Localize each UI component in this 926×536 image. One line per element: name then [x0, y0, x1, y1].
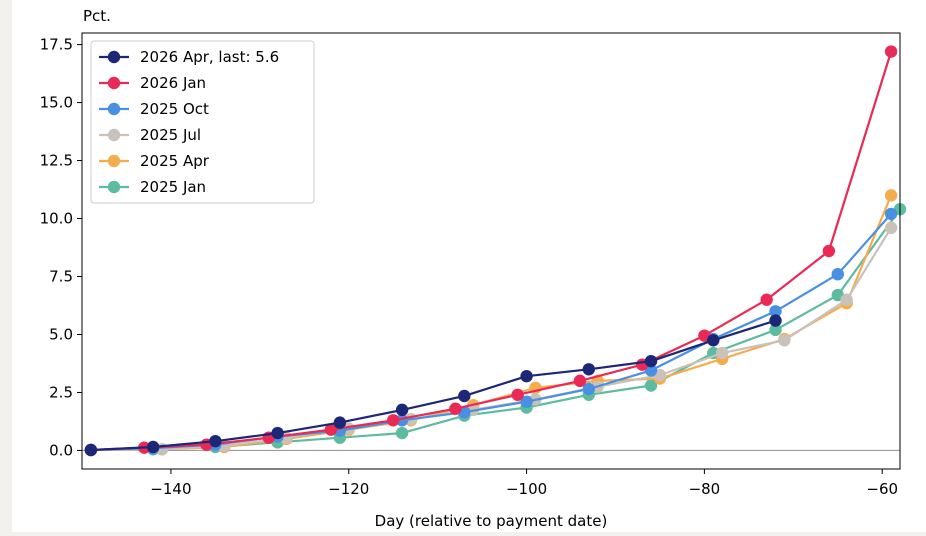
y-tick-label: 10.0 [40, 210, 73, 228]
y-tick-label: 7.5 [49, 268, 73, 286]
y-tick-label: 15.0 [40, 94, 73, 112]
data-point [449, 402, 462, 415]
legend-item-2025-apr: 2025 Apr [99, 152, 210, 170]
legend-item-2026-jan: 2026 Jan [99, 74, 206, 92]
y-tick-label: 0.0 [49, 441, 73, 459]
data-point [395, 403, 409, 417]
data-point [715, 346, 729, 360]
legend-swatch-marker [107, 102, 121, 116]
legend-box [90, 40, 315, 204]
data-point [582, 363, 596, 376]
legend-swatch-marker [107, 50, 121, 64]
legend-label: 2025 Oct [140, 100, 209, 118]
series-line [90, 319, 776, 452]
legend-item-2026-apr-last-5-6: 2026 Apr, last: 5.6 [99, 48, 279, 66]
data-point [209, 434, 222, 448]
x-tick-label: −100 [506, 480, 547, 498]
legend-label: 2025 Apr [140, 152, 210, 170]
data-point [84, 443, 98, 457]
x-axis-label: Day (relative to payment date) [375, 512, 608, 530]
plot-area-frame [81, 32, 901, 470]
legend-label: 2026 Apr, last: 5.6 [140, 48, 279, 66]
data-point [511, 388, 524, 401]
data-point [324, 423, 338, 436]
y-axis-unit-label: Pct. [83, 7, 111, 25]
chart-figure: Pct. −140 −120 −100 −80 −60 0.0 2.5 5.0 7.5 10.0… [12, 0, 926, 532]
data-point [582, 382, 596, 396]
data-point [769, 323, 782, 337]
data-point [778, 334, 791, 347]
data-point [644, 364, 658, 377]
data-point [520, 370, 533, 383]
data-point [769, 314, 782, 327]
data-point [458, 389, 471, 403]
series-group [84, 45, 907, 457]
y-tick-label: 5.0 [49, 325, 73, 343]
series-2025-jul [84, 221, 898, 457]
data-point [333, 416, 347, 429]
chart-svg: Pct. −140 −120 −100 −80 −60 0.0 2.5 5.0 7.5 10.0… [40, 7, 907, 530]
data-point [573, 374, 587, 388]
legend-label: 2025 Jan [140, 178, 206, 196]
y-axis-ticks: 0.0 2.5 5.0 7.5 10.0 12.5 15.0 17.5 [40, 36, 82, 459]
data-point [707, 334, 720, 347]
legend-item-2025-oct: 2025 Oct [99, 100, 209, 118]
legend-item-2025-jul: 2025 Jul [99, 126, 201, 144]
data-point [840, 293, 853, 306]
data-point [386, 414, 400, 427]
data-point [884, 45, 898, 58]
data-point [884, 207, 898, 221]
legend-item-2025-jan: 2025 Jan [99, 178, 206, 196]
data-point [271, 426, 284, 440]
legend-swatch-marker [107, 128, 121, 142]
data-point [884, 221, 898, 235]
data-point [884, 189, 898, 202]
y-tick-label: 17.5 [40, 36, 73, 54]
data-point [520, 395, 533, 408]
data-point [644, 379, 658, 392]
series-line [90, 227, 893, 452]
x-axis-ticks: −140 −120 −100 −80 −60 [150, 469, 898, 498]
legend: 2026 Apr, last: 5.6 2026 Jan 2025 Oct 2025 … [90, 40, 315, 204]
data-point [644, 354, 658, 368]
legend-swatch-marker [107, 154, 121, 168]
data-point [831, 267, 844, 281]
series-2025-jan [84, 203, 907, 457]
data-point [769, 305, 782, 318]
y-tick-label: 12.5 [40, 152, 73, 170]
legend-swatch-marker [107, 180, 121, 194]
y-tick-label: 2.5 [49, 383, 73, 401]
x-tick-label: −120 [328, 480, 369, 498]
legend-swatch-marker [107, 76, 121, 90]
data-point [760, 293, 773, 306]
data-point [395, 426, 409, 440]
x-tick-label: −60 [866, 480, 898, 498]
data-point [822, 244, 836, 258]
legend-label: 2026 Jan [140, 74, 206, 92]
x-tick-label: −140 [150, 480, 191, 498]
data-point [146, 440, 160, 454]
legend-label: 2025 Jul [140, 126, 201, 144]
series-2026-apr-last-5-6 [84, 314, 782, 457]
x-tick-label: −80 [689, 480, 721, 498]
